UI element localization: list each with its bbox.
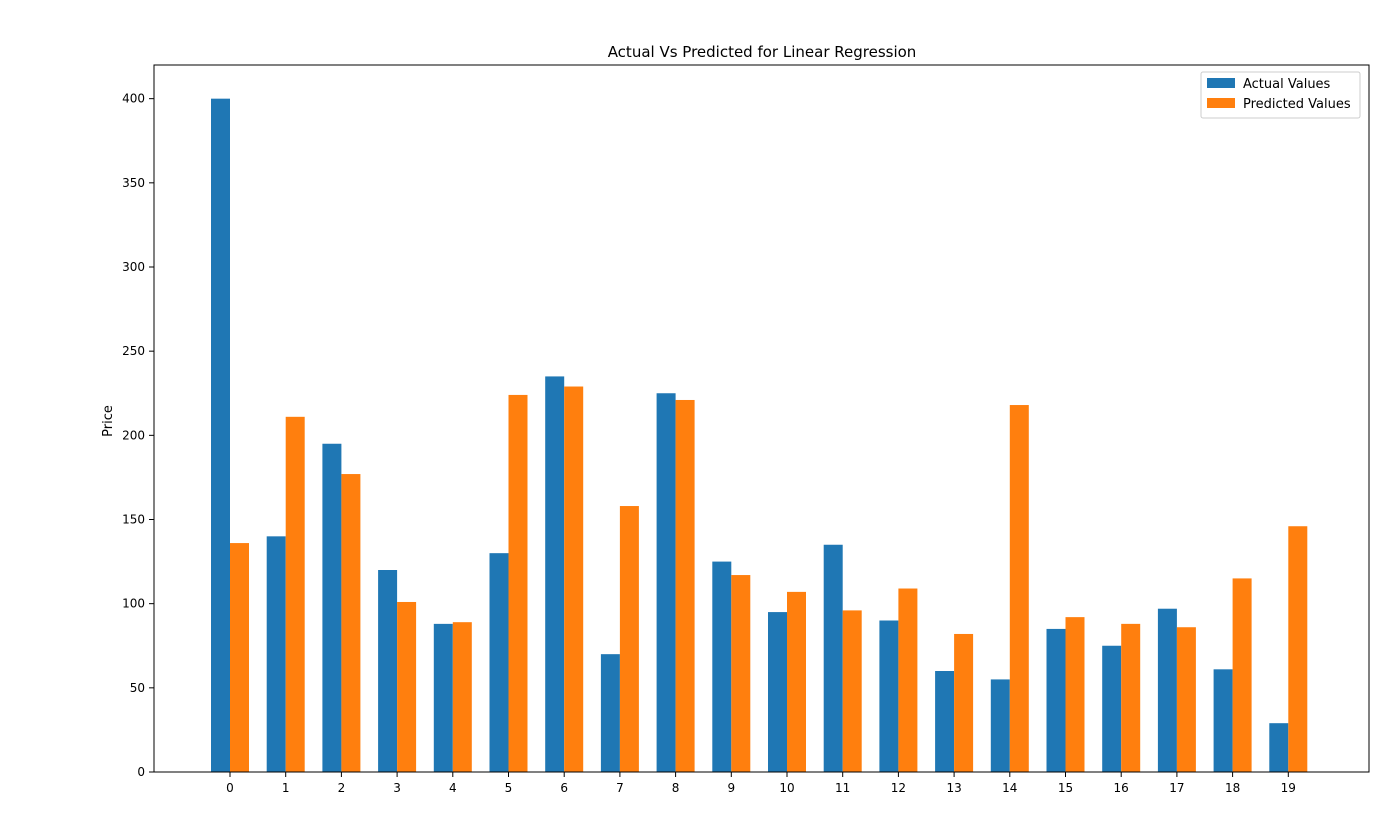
bars-group: [211, 98, 1308, 772]
bar-predicted-2: [341, 474, 361, 772]
x-tick-label-11: 11: [835, 781, 850, 795]
bar-actual-6: [545, 376, 565, 772]
bar-actual-0: [211, 98, 230, 772]
bar-predicted-3: [397, 601, 417, 772]
legend-label-predicted: Predicted Values: [1243, 97, 1351, 112]
legend-swatch-actual: [1207, 78, 1235, 88]
x-tick-label-5: 5: [505, 781, 513, 795]
bar-predicted-1: [285, 416, 305, 772]
bar-actual-8: [656, 393, 676, 772]
x-tick-label-6: 6: [560, 781, 568, 795]
bar-predicted-19: [1288, 526, 1308, 772]
x-tick-label-13: 13: [946, 781, 961, 795]
x-tick-label-12: 12: [891, 781, 906, 795]
bar-actual-9: [712, 561, 732, 772]
bar-actual-11: [823, 544, 843, 772]
x-tick-label-1: 1: [282, 781, 290, 795]
bar-predicted-7: [619, 506, 639, 772]
bar-predicted-6: [564, 386, 584, 772]
plot-frame: [153, 64, 1370, 773]
bar-predicted-13: [954, 633, 974, 772]
bar-predicted-10: [787, 591, 806, 772]
bar-actual-14: [990, 679, 1010, 772]
y-tick-label-50: 50: [130, 681, 145, 695]
bar-actual-1: [266, 536, 286, 772]
bar-actual-10: [768, 612, 787, 772]
bar-predicted-17: [1176, 627, 1196, 772]
y-tick-label-100: 100: [122, 597, 145, 611]
bar-predicted-9: [731, 575, 751, 772]
bar-actual-17: [1157, 608, 1177, 772]
y-tick-label-350: 350: [122, 176, 145, 190]
x-tick-label-9: 9: [727, 781, 735, 795]
bar-actual-2: [322, 443, 342, 772]
x-tick-label-0: 0: [226, 781, 234, 795]
bar-predicted-14: [1009, 405, 1029, 772]
legend: Actual Values Predicted Values: [1200, 71, 1361, 119]
x-tick-label-16: 16: [1114, 781, 1129, 795]
bar-actual-12: [879, 620, 899, 772]
y-tick-label-400: 400: [122, 92, 145, 106]
bar-predicted-5: [508, 394, 528, 772]
bar-predicted-15: [1065, 617, 1085, 772]
x-tick-label-7: 7: [616, 781, 624, 795]
x-tick-label-14: 14: [1002, 781, 1017, 795]
bar-predicted-0: [230, 543, 249, 772]
bar-actual-3: [378, 570, 398, 772]
y-tick-label-300: 300: [122, 260, 145, 274]
bar-predicted-12: [898, 588, 918, 772]
legend-box: [1200, 71, 1361, 119]
x-tick-label-18: 18: [1225, 781, 1240, 795]
bar-actual-5: [489, 553, 509, 772]
x-tick-label-15: 15: [1058, 781, 1073, 795]
bar-actual-15: [1046, 628, 1066, 772]
bar-actual-18: [1213, 669, 1233, 772]
x-tick-label-10: 10: [779, 781, 794, 795]
y-tick-label-200: 200: [122, 428, 145, 442]
y-axis-label: Price: [101, 405, 116, 437]
bar-actual-4: [433, 623, 453, 772]
bar-actual-13: [935, 671, 955, 772]
x-tick-label-2: 2: [338, 781, 346, 795]
y-tick-label-150: 150: [122, 513, 145, 527]
y-axis: 0 50 100 150 200 250 300 350 400: [122, 92, 154, 779]
x-tick-label-3: 3: [393, 781, 401, 795]
x-tick-label-4: 4: [449, 781, 457, 795]
bar-actual-19: [1269, 723, 1289, 772]
chart-title: Actual Vs Predicted for Linear Regressio…: [608, 43, 917, 61]
bar-predicted-11: [842, 610, 862, 772]
x-tick-label-8: 8: [672, 781, 680, 795]
x-tick-label-19: 19: [1281, 781, 1296, 795]
bar-actual-16: [1102, 645, 1122, 772]
bar-actual-7: [600, 654, 620, 772]
y-tick-label-250: 250: [122, 344, 145, 358]
bar-predicted-18: [1232, 578, 1252, 772]
x-tick-label-17: 17: [1169, 781, 1184, 795]
y-tick-label-0: 0: [137, 765, 145, 779]
bar-predicted-4: [452, 622, 472, 772]
x-axis: 0 1 2 3 4 5 6 7 8 9 10 11 12 13 14 15 16 17 18 19: [226, 772, 1296, 795]
bar-predicted-16: [1121, 623, 1141, 772]
legend-swatch-predicted: [1207, 98, 1235, 108]
legend-label-actual: Actual Values: [1243, 77, 1331, 92]
bar-predicted-8: [675, 399, 695, 772]
